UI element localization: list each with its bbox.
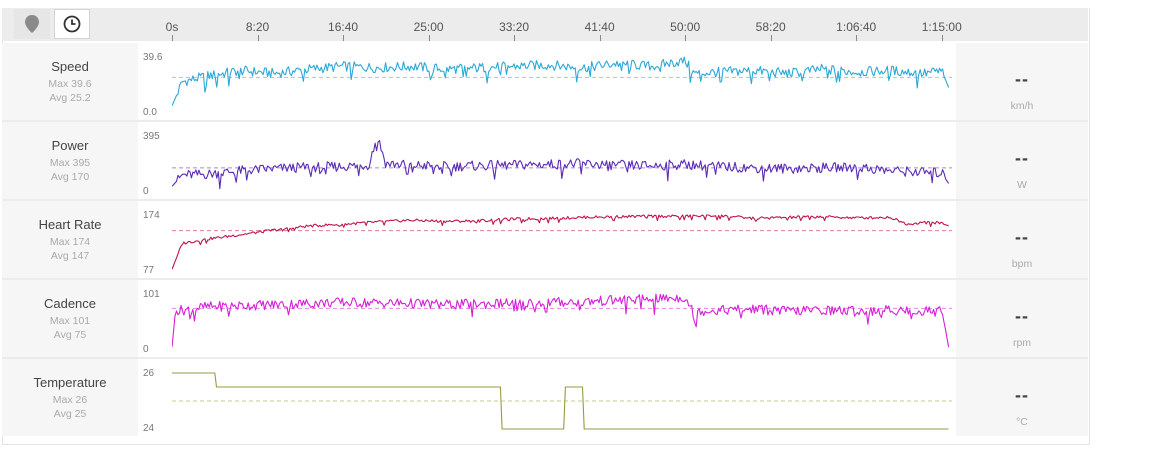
metric-unit: km/h: [1010, 100, 1034, 112]
metric-current-panel: -- °C: [956, 359, 1088, 436]
time-tick-label: 41:40: [584, 20, 615, 34]
time-tick-mark: [599, 35, 601, 41]
metric-current-panel: -- W: [956, 122, 1088, 199]
row-separator: [2, 199, 1088, 201]
metric-label-panel: Power Max 395 Avg 170: [2, 122, 138, 199]
series-line-cadence: [172, 293, 950, 348]
y-max-label: 395: [143, 131, 160, 142]
metric-avg: Avg 147: [50, 250, 90, 262]
metric-row-cadence: Cadence Max 101 Avg 75 101 0 -- rpm: [2, 280, 1088, 357]
metric-name: Heart Rate: [38, 217, 102, 232]
y-max-label: 39.6: [143, 52, 163, 63]
metric-name: Cadence: [43, 296, 97, 311]
metric-plot-temp[interactable]: 26 24: [138, 359, 956, 436]
series-chart-temp: [172, 372, 952, 430]
metric-current-value: --: [1015, 385, 1029, 405]
time-tick-mark: [685, 35, 687, 41]
y-min-label: 0: [143, 186, 149, 197]
location-view-button[interactable]: [14, 9, 50, 39]
row-separator: [2, 278, 1088, 280]
metric-current-value: --: [1015, 306, 1029, 326]
metric-max: Max 395: [49, 157, 91, 169]
y-min-label: 0: [143, 344, 149, 355]
time-tick-label: 16:40: [328, 20, 359, 34]
series-chart-cadence: [172, 293, 952, 348]
time-tick-label: 1:06:40: [836, 20, 877, 34]
time-tick-mark: [856, 35, 858, 41]
metric-row-speed: Speed Max 39.6 Avg 25.2 39.6 0.0 -- km/h: [2, 43, 1088, 120]
map-pin-icon: [25, 15, 39, 33]
metric-name: Speed: [51, 59, 89, 74]
time-view-button[interactable]: [54, 9, 90, 39]
time-tick-label: 33:20: [499, 20, 530, 34]
metric-plot-power[interactable]: 395 0: [138, 122, 956, 199]
metric-unit: rpm: [1012, 337, 1032, 349]
metric-label-panel: Cadence Max 101 Avg 75: [2, 280, 138, 357]
metric-current-value: --: [1015, 148, 1029, 168]
metric-row-power: Power Max 395 Avg 170 395 0 -- W: [2, 122, 1088, 199]
series-chart-speed: [172, 56, 952, 107]
time-tick-mark: [257, 35, 259, 41]
y-min-label: 24: [143, 423, 155, 434]
time-tick-label: 58:20: [755, 20, 786, 34]
metric-current-value: --: [1015, 69, 1029, 89]
y-max-label: 26: [143, 368, 155, 379]
time-tick-label: 25:00: [413, 20, 444, 34]
metric-current-value: --: [1015, 227, 1029, 247]
clock-icon: [63, 15, 81, 33]
time-tick-label: 50:00: [670, 20, 701, 34]
metric-unit: bpm: [1011, 258, 1033, 270]
metric-name: Temperature: [33, 375, 107, 390]
time-tick-mark: [770, 35, 772, 41]
series-chart-hr: [172, 214, 952, 270]
metric-plot-hr[interactable]: 174 77: [138, 201, 956, 278]
metric-row-hr: Heart Rate Max 174 Avg 147 174 77 -- bpm: [2, 201, 1088, 278]
metric-label-panel: Speed Max 39.6 Avg 25.2: [2, 43, 138, 120]
metric-plot-cadence[interactable]: 101 0: [138, 280, 956, 357]
metric-avg: Avg 25.2: [49, 92, 91, 104]
metric-current-panel: -- km/h: [956, 43, 1088, 120]
series-chart-power: [172, 140, 952, 190]
y-max-label: 101: [143, 289, 160, 300]
metric-max: Max 174: [49, 236, 91, 248]
metric-avg: Avg 170: [50, 171, 90, 183]
metric-unit: W: [1017, 179, 1027, 191]
metric-max: Max 39.6: [48, 78, 92, 90]
metric-unit: °C: [1016, 416, 1028, 428]
metric-label-panel: Temperature Max 26 Avg 25: [2, 359, 138, 436]
time-tick-label: 8:20: [245, 20, 270, 34]
y-min-label: 77: [143, 265, 155, 276]
metric-plot-speed[interactable]: 39.6 0.0: [138, 43, 956, 120]
series-line-speed: [172, 56, 950, 107]
time-tick-mark: [343, 35, 345, 41]
metric-row-temp: Temperature Max 26 Avg 25 26 24 -- °C: [2, 359, 1088, 436]
time-tick-mark: [172, 35, 173, 41]
metric-avg: Avg 75: [53, 329, 87, 341]
time-tick-label: 0s: [165, 20, 179, 34]
series-line-temp: [172, 372, 949, 430]
time-tick-label: 1:15:00: [921, 20, 962, 34]
metric-max: Max 26: [52, 394, 88, 406]
time-axis-bar: [2, 8, 1088, 41]
time-tick-mark: [514, 35, 516, 41]
time-tick-mark: [428, 35, 430, 41]
metric-label-panel: Heart Rate Max 174 Avg 147: [2, 201, 138, 278]
metric-current-panel: -- bpm: [956, 201, 1088, 278]
metric-name: Power: [51, 138, 89, 153]
metric-avg: Avg 25: [53, 408, 87, 420]
row-separator: [2, 357, 1088, 359]
metric-max: Max 101: [49, 315, 91, 327]
time-tick-mark: [941, 35, 943, 41]
y-max-label: 174: [143, 210, 160, 221]
metric-current-panel: -- rpm: [956, 280, 1088, 357]
series-line-power: [172, 140, 950, 190]
y-min-label: 0.0: [143, 107, 157, 118]
series-line-hr: [172, 214, 949, 270]
row-separator: [2, 120, 1088, 122]
